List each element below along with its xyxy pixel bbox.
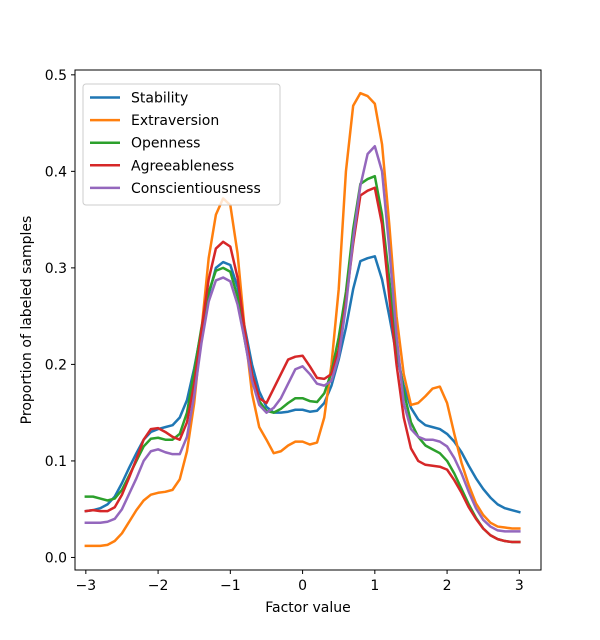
legend-label-stability: Stability	[131, 91, 188, 107]
x-tick-label: 3	[515, 578, 524, 594]
x-tick-label: 2	[443, 578, 452, 594]
x-tick-label: −2	[148, 578, 169, 594]
series-line-conscientiousness	[84, 145, 521, 533]
legend-label-openness: Openness	[131, 136, 200, 152]
x-axis: −3 −2 −1 0 1 2 3	[76, 570, 524, 594]
y-axis: 0.0 0.1 0.2 0.3 0.4 0.5	[45, 68, 75, 566]
legend-label-agreeableness: Agreeableness	[131, 158, 234, 174]
x-tick-label: −3	[76, 578, 97, 594]
plot-area	[84, 91, 521, 548]
plot-frame	[74, 69, 542, 571]
y-tick-label: 0.0	[45, 550, 67, 566]
y-tick-label: 0.1	[45, 454, 67, 470]
y-tick-label: 0.5	[45, 68, 67, 84]
series-line-openness	[84, 174, 521, 544]
y-axis-label: Proportion of labeled samples	[19, 216, 35, 425]
legend-label-extraversion: Extraversion	[131, 113, 219, 129]
y-tick-label: 0.4	[45, 164, 67, 180]
series-line-agreeableness	[84, 186, 521, 544]
legend-box	[82, 83, 281, 206]
x-axis-label: Factor value	[265, 600, 351, 616]
legend: Stability Extraversion Openness Agreeablene…	[82, 83, 281, 206]
x-tick-label: −1	[220, 578, 241, 594]
legend-label-conscientiousness: Conscientiousness	[131, 181, 261, 197]
series-line-extraversion	[84, 91, 521, 548]
x-tick-label: 1	[370, 578, 379, 594]
y-tick-label: 0.2	[45, 357, 67, 373]
x-tick-label: 0	[298, 578, 307, 594]
y-tick-label: 0.3	[45, 261, 67, 277]
